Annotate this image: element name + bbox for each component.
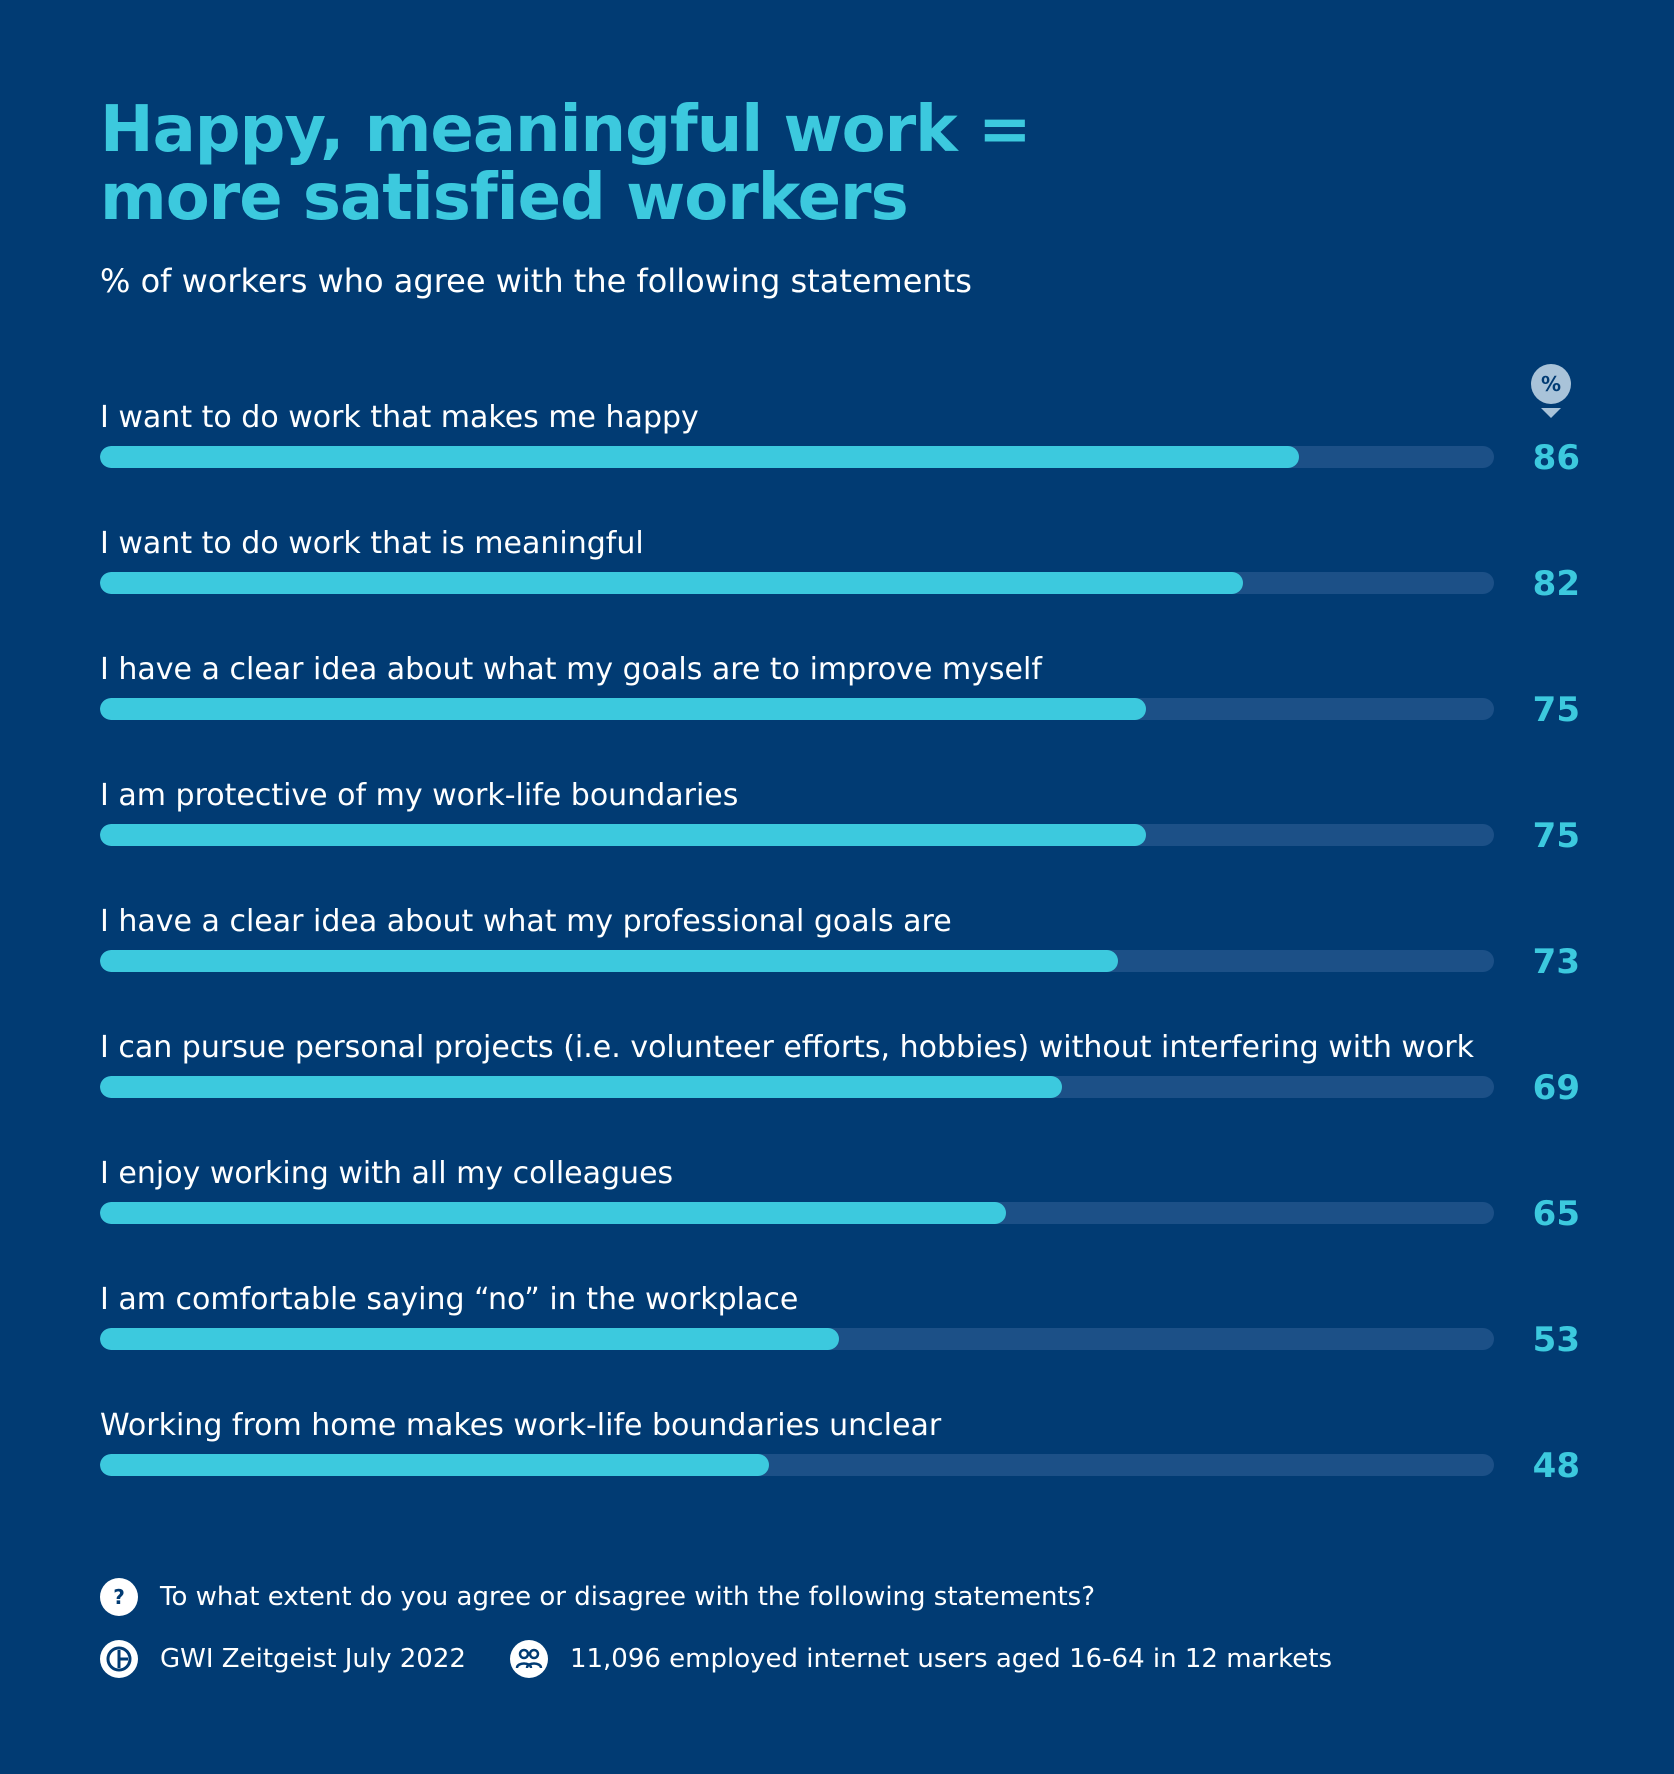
bar — [100, 1202, 1007, 1224]
chart-title: Happy, meaningful work = more satisfied … — [100, 93, 1032, 235]
bar-label: I can pursue personal projects (i.e. vol… — [100, 1030, 1475, 1065]
chart-row: I am protective of my work-life boundari… — [100, 778, 1580, 888]
footer-meta: GWI Zeitgeist July 2022 11,096 employed … — [100, 1640, 1332, 1678]
chart-row: Working from home makes work-life bounda… — [100, 1408, 1580, 1518]
bar — [100, 1454, 770, 1476]
bar-value-label: 65 — [1532, 1194, 1580, 1234]
percent-pointer-icon — [1541, 408, 1561, 418]
bar-value-label: 48 — [1532, 1446, 1580, 1486]
bar-track — [100, 1454, 1494, 1476]
chart-row: I can pursue personal projects (i.e. vol… — [100, 1030, 1580, 1140]
bar-value-label: 82 — [1532, 564, 1580, 604]
bar — [100, 446, 1299, 468]
question-text: To what extent do you agree or disagree … — [160, 1582, 1096, 1612]
bar-track — [100, 950, 1494, 972]
bar-track — [100, 824, 1494, 846]
bar-label: Working from home makes work-life bounda… — [100, 1408, 942, 1443]
bar — [100, 1076, 1062, 1098]
chart-row: I have a clear idea about what my goals … — [100, 652, 1580, 762]
bar — [100, 950, 1118, 972]
bar-value-label: 75 — [1532, 690, 1580, 730]
chart-row: I want to do work that makes me happy 86 — [100, 400, 1580, 510]
audience-info: 11,096 employed internet users aged 16-6… — [509, 1640, 1333, 1678]
source-info: GWI Zeitgeist July 2022 — [100, 1640, 466, 1678]
bar — [100, 698, 1146, 720]
bar-value-label: 69 — [1532, 1068, 1580, 1108]
bar-label: I enjoy working with all my colleagues — [100, 1156, 674, 1191]
bar — [100, 824, 1146, 846]
bar-track — [100, 1076, 1494, 1098]
bar-label: I want to do work that is meaningful — [100, 526, 644, 561]
bar-track — [100, 1202, 1494, 1224]
bar — [100, 572, 1244, 594]
chart-title-line-2: more satisfied workers — [100, 161, 909, 235]
chart-title-line-1: Happy, meaningful work = — [100, 93, 1032, 167]
bar-value-label: 53 — [1532, 1320, 1580, 1360]
gwi-logo-icon — [100, 1640, 138, 1678]
bar-label: I have a clear idea about what my profes… — [100, 904, 952, 939]
bar-track — [100, 1328, 1494, 1350]
bar-value-label: 86 — [1532, 438, 1580, 478]
bar-label: I want to do work that makes me happy — [100, 400, 699, 435]
percent-unit-badge: % — [1531, 364, 1571, 404]
question-icon: ? — [100, 1578, 138, 1616]
footer-question: ? To what extent do you agree or disagre… — [100, 1578, 1095, 1616]
bar-label: I am comfortable saying “no” in the work… — [100, 1282, 799, 1317]
bar-track — [100, 446, 1494, 468]
bar — [100, 1328, 839, 1350]
bar-value-label: 75 — [1532, 816, 1580, 856]
people-icon — [509, 1640, 548, 1678]
bar-track — [100, 572, 1494, 594]
bar-label: I am protective of my work-life boundari… — [100, 778, 739, 813]
chart-row: I am comfortable saying “no” in the work… — [100, 1282, 1580, 1392]
bar-value-label: 73 — [1532, 942, 1580, 982]
bar-track — [100, 698, 1494, 720]
chart-row: I want to do work that is meaningful 82 — [100, 526, 1580, 636]
chart-row: I have a clear idea about what my profes… — [100, 904, 1580, 1014]
chart-row: I enjoy working with all my colleagues 65 — [100, 1156, 1580, 1266]
bar-label: I have a clear idea about what my goals … — [100, 652, 1042, 687]
chart-subtitle: % of workers who agree with the followin… — [100, 262, 972, 300]
source-text: GWI Zeitgeist July 2022 — [160, 1644, 466, 1674]
audience-text: 11,096 employed internet users aged 16-6… — [569, 1644, 1333, 1674]
